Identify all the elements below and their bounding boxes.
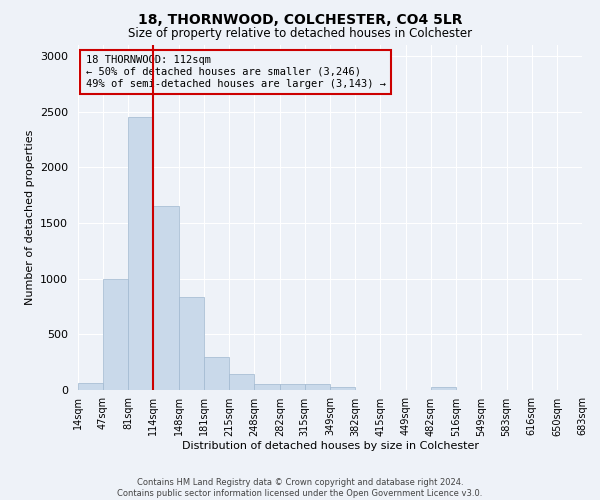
Bar <box>305 384 331 390</box>
Bar <box>331 387 355 390</box>
Bar <box>154 206 179 390</box>
Text: 18 THORNWOOD: 112sqm
← 50% of detached houses are smaller (3,246)
49% of semi-de: 18 THORNWOOD: 112sqm ← 50% of detached h… <box>86 56 386 88</box>
Bar <box>179 296 204 390</box>
Bar <box>254 384 280 390</box>
Text: Contains HM Land Registry data © Crown copyright and database right 2024.
Contai: Contains HM Land Registry data © Crown c… <box>118 478 482 498</box>
Bar <box>280 384 305 390</box>
Text: Size of property relative to detached houses in Colchester: Size of property relative to detached ho… <box>128 28 472 40</box>
Bar <box>229 374 254 390</box>
X-axis label: Distribution of detached houses by size in Colchester: Distribution of detached houses by size … <box>182 441 479 451</box>
Text: 18, THORNWOOD, COLCHESTER, CO4 5LR: 18, THORNWOOD, COLCHESTER, CO4 5LR <box>138 12 462 26</box>
Bar <box>78 384 103 390</box>
Y-axis label: Number of detached properties: Number of detached properties <box>25 130 35 305</box>
Bar <box>431 386 456 390</box>
Bar <box>103 278 128 390</box>
Bar <box>128 118 154 390</box>
Bar <box>204 356 229 390</box>
